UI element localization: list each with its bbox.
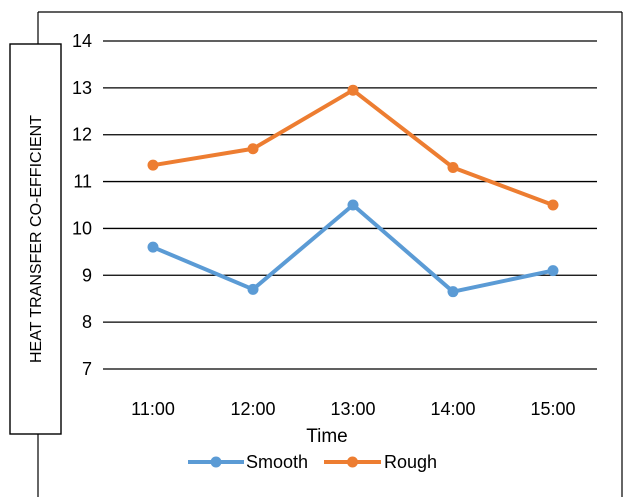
y-tick-label: 7 <box>82 359 92 379</box>
legend-item: Smooth <box>188 452 308 472</box>
legend-label: Smooth <box>246 452 308 472</box>
series-smooth <box>147 199 559 298</box>
chart-frame <box>37 11 623 497</box>
x-tick-label: 13:00 <box>330 399 375 419</box>
data-point <box>447 286 459 298</box>
series-line <box>151 88 555 207</box>
x-tick-labels: 11:00 12:00 13:00 14:00 15:00 <box>131 399 575 419</box>
x-tick-label: 15:00 <box>530 399 575 419</box>
data-point <box>547 265 559 277</box>
y-tick-label: 10 <box>72 218 92 238</box>
y-tick-label: 12 <box>72 125 92 145</box>
data-point <box>547 199 559 211</box>
x-axis-title: Time <box>306 426 348 447</box>
y-tick-label: 11 <box>73 172 92 192</box>
data-point <box>247 283 259 295</box>
legend-marker <box>210 456 222 468</box>
y-axis-title-box: HEAT TRANSFER CO-EFFICIENT <box>9 43 62 435</box>
series-lines <box>147 84 559 298</box>
y-tick-label: 9 <box>82 265 92 285</box>
data-point <box>347 199 359 211</box>
data-point <box>147 159 159 171</box>
data-point <box>447 162 459 174</box>
x-tick-label: 14:00 <box>430 399 475 419</box>
y-tick-labels: 7 8 9 10 11 12 13 14 <box>72 31 92 379</box>
data-point <box>247 143 259 155</box>
y-tick-label: 13 <box>72 78 92 98</box>
legend: Smooth Rough <box>188 452 437 472</box>
data-point <box>347 84 359 96</box>
y-axis-title: HEAT TRANSFER CO-EFFICIENT <box>28 115 45 363</box>
legend-marker <box>347 456 358 468</box>
series-rough <box>147 84 559 211</box>
series-line <box>151 203 555 294</box>
legend-label: Rough <box>384 452 437 472</box>
legend-item: Rough <box>324 452 437 472</box>
y-tick-label: 14 <box>72 31 92 51</box>
y-tick-label: 8 <box>82 312 92 332</box>
x-tick-label: 11:00 <box>131 399 175 419</box>
data-point <box>147 241 159 253</box>
gridlines <box>103 40 597 370</box>
x-tick-label: 12:00 <box>230 399 275 419</box>
